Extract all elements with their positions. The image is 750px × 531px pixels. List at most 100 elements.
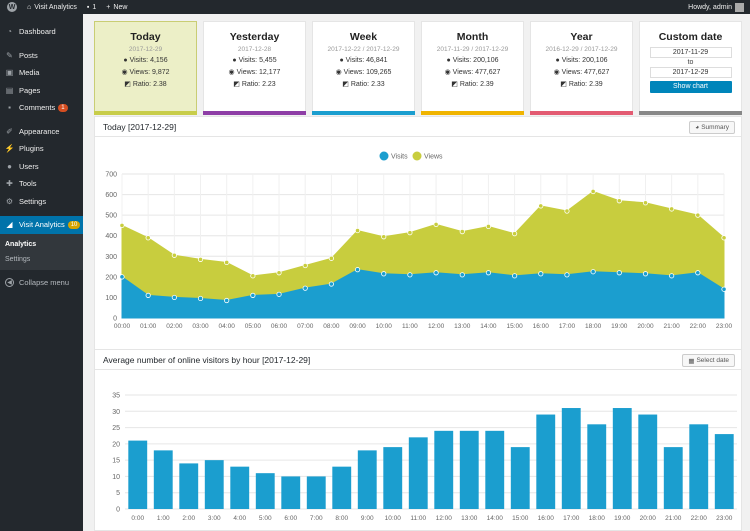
collapse-menu-button[interactable]: ◀ Collapse menu: [0, 274, 83, 292]
x-tick-label: 22:00: [690, 323, 707, 330]
x-tick-label: 17:00: [563, 515, 580, 522]
site-name-link[interactable]: ⌂ Visit Analytics: [27, 3, 77, 11]
submenu-item-analytics[interactable]: Analytics: [5, 240, 37, 248]
card-accent-bar: [94, 111, 197, 115]
point-visits: [354, 267, 361, 273]
select-date-button[interactable]: ▦ Select date: [682, 354, 735, 367]
sidebar-item-appearance[interactable]: ✐ Appearance: [0, 123, 83, 141]
bar: [357, 450, 377, 509]
sidebar-item-plugins[interactable]: ⚡ Plugins: [0, 140, 83, 158]
bar: [128, 440, 148, 509]
y-tick-label: 10: [112, 474, 120, 481]
views-value: ◉ Views: 477,627: [422, 68, 523, 76]
bar: [332, 466, 352, 509]
x-tick-label: 04:00: [219, 323, 236, 330]
y-tick-label: 700: [105, 172, 117, 179]
plugin-icon: ⚡: [4, 144, 15, 154]
card-accent-bar: [203, 111, 306, 115]
date-from-input[interactable]: 2017-11-29: [649, 47, 732, 58]
x-tick-label: 14:00: [487, 515, 504, 522]
visits-text: Visits: 4,156: [129, 57, 168, 64]
visits-text: Visits: 46,841: [345, 57, 388, 64]
point-views: [695, 212, 701, 218]
point-visits: [328, 281, 334, 287]
sidebar-item-visit-analytics[interactable]: ◢ Visit Analytics 10: [0, 216, 83, 234]
sidebar-item-media[interactable]: ▣ Media: [0, 64, 83, 82]
views-text: Views: 12,177: [236, 69, 281, 76]
x-tick-label: 8:00: [335, 515, 348, 522]
sidebar-item-users[interactable]: ● Users: [0, 158, 83, 176]
visits-value: ● Visits: 200,106: [422, 57, 523, 64]
sidebar-item-dashboard[interactable]: ◔ Dashboard: [0, 23, 83, 41]
card-title: Week: [349, 31, 378, 43]
sidebar-item-posts[interactable]: ✎ Posts: [0, 47, 83, 65]
card-accent-bar: [530, 111, 633, 115]
point-views: [328, 255, 334, 261]
admin-bar: W ⌂ Visit Analytics ▪ 1 + New Howdy, admin: [0, 0, 750, 14]
point-visits: [224, 297, 230, 304]
sidebar-item-settings[interactable]: ⚙ Settings: [0, 193, 83, 211]
views-text: Views: 109,265: [343, 69, 392, 76]
views-value: ◉ Views: 109,265: [313, 68, 414, 76]
x-tick-label: 23:00: [716, 515, 733, 522]
point-views: [590, 188, 596, 195]
legend-marker[interactable]: [412, 151, 422, 161]
legend-marker[interactable]: [379, 151, 389, 161]
bar: [255, 473, 275, 509]
legend-label: Views: [424, 154, 443, 161]
sidebar-item-label: Settings: [19, 196, 47, 206]
ratio-icon: ◩: [233, 81, 242, 88]
pages-icon: ▤: [5, 85, 14, 95]
y-tick-label: 400: [105, 233, 117, 240]
comments-link[interactable]: ▪ 1: [86, 3, 97, 11]
x-tick-label: 19:00: [611, 323, 628, 330]
card-date: 2017-12-28: [237, 46, 272, 53]
bar: [459, 430, 479, 509]
user-icon: ●: [446, 57, 453, 64]
views-text: Views: 477,627: [561, 69, 610, 76]
point-visits: [616, 270, 622, 276]
sidebar-item-comments[interactable]: ▪ Comments 1: [0, 99, 83, 117]
point-views: [433, 221, 439, 228]
pie-icon: ◕: [695, 124, 700, 131]
y-tick-label: 20: [112, 441, 120, 448]
x-tick-label: 14:00: [480, 323, 497, 330]
bar: [689, 424, 709, 509]
bar: [434, 430, 454, 509]
point-visits: [512, 273, 518, 279]
x-tick-label: 13:00: [461, 515, 478, 522]
wp-logo-icon[interactable]: W: [7, 2, 17, 12]
views-text: Views: 9,872: [129, 69, 170, 76]
submenu: Analytics Settings: [0, 233, 83, 270]
date-to-input[interactable]: 2017-12-29: [649, 67, 732, 78]
account-menu[interactable]: Howdy, admin: [688, 2, 744, 12]
submenu-item-settings[interactable]: Settings: [5, 255, 31, 263]
ratio-text: Ratio: 2.23: [241, 81, 276, 88]
card-date: 2017-12-29: [128, 46, 163, 53]
show-chart-button[interactable]: Show chart: [649, 81, 732, 93]
x-tick-label: 4:00: [233, 515, 246, 522]
user-icon: ●: [123, 57, 130, 64]
new-content-link[interactable]: + New: [106, 3, 128, 11]
point-visits: [721, 286, 727, 292]
user-icon: ●: [555, 57, 562, 64]
x-tick-label: 01:00: [140, 323, 157, 330]
sidebar-item-label: Media: [19, 68, 40, 78]
views-value: ◉ Views: 9,872: [95, 68, 196, 76]
summary-button[interactable]: ◕ Summary: [689, 121, 735, 134]
y-tick-label: 0: [113, 316, 117, 323]
point-views: [721, 235, 727, 241]
bar: [383, 447, 403, 509]
bar: [485, 430, 505, 509]
y-tick-label: 30: [112, 409, 120, 416]
y-tick-label: 15: [112, 458, 120, 465]
y-tick-label: 0: [116, 507, 120, 514]
ratio-text: Ratio: 2.39: [568, 81, 603, 88]
sidebar-item-label: Users: [19, 161, 39, 171]
sidebar-item-tools[interactable]: ✚ Tools: [0, 175, 83, 193]
point-visits: [538, 271, 544, 277]
x-tick-label: 23:00: [716, 323, 733, 330]
eye-icon: ◉: [335, 69, 344, 76]
sidebar-item-pages[interactable]: ▤ Pages: [0, 82, 83, 100]
calendar-icon: ▦: [688, 357, 695, 365]
